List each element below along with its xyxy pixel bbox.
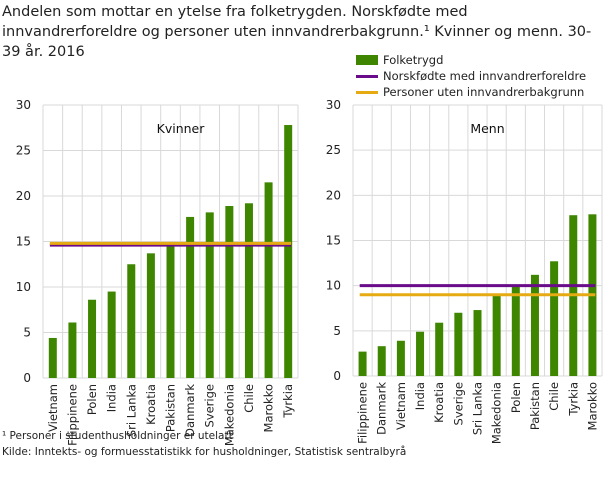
legend: Folketrygd Norskfødte med innvandrerfore…	[356, 52, 586, 100]
x-tick-label: Sri Lanka	[471, 382, 485, 435]
y-tick-label: 15	[16, 235, 31, 249]
legend-item-norskfodte: Norskfødte med innvandrerforeldre	[356, 68, 586, 84]
legend-item-folketrygd: Folketrygd	[356, 52, 586, 68]
y-tick-label: 15	[326, 234, 341, 248]
bar	[416, 331, 425, 376]
bar	[166, 245, 175, 378]
x-tick-label: Filippinene	[356, 382, 370, 444]
x-tick-label: Chile	[547, 382, 561, 411]
x-tick-label: Chile	[242, 384, 256, 413]
y-tick-label: 5	[23, 326, 31, 340]
y-tick-label: 0	[333, 369, 341, 383]
x-tick-label: Marokko	[585, 382, 599, 430]
x-tick-label: India	[413, 382, 427, 410]
y-tick-label: 25	[16, 144, 31, 158]
bar	[146, 253, 155, 378]
panel-title: Kvinner	[157, 121, 206, 136]
legend-label: Norskfødte med innvandrerforeldre	[383, 69, 587, 83]
bar	[492, 294, 501, 376]
chart-title: Andelen som mottar en ytelse fra folketr…	[2, 4, 592, 60]
bar	[396, 340, 405, 376]
x-tick-label: Filippinene	[65, 384, 79, 446]
y-tick-label: 25	[326, 143, 341, 157]
bar	[127, 264, 136, 378]
y-tick-label: 5	[333, 324, 341, 338]
x-tick-label: Makedonia	[222, 384, 236, 446]
y-tick-label: 0	[23, 371, 31, 385]
y-tick-label: 20	[326, 188, 341, 202]
legend-item-uten: Personer uten innvandrerbakgrunn	[356, 84, 586, 100]
y-tick-label: 10	[326, 279, 341, 293]
bar	[454, 312, 463, 376]
x-tick-label: Marokko	[262, 384, 276, 432]
bar	[264, 182, 273, 378]
bar	[107, 291, 116, 378]
x-tick-label: Pakistan	[164, 384, 178, 432]
x-tick-label: Pakistan	[528, 382, 542, 430]
x-tick-label: Polen	[85, 384, 99, 415]
bar	[358, 351, 367, 376]
x-tick-label: Sverige	[451, 382, 465, 425]
x-tick-label: Tyrkia	[281, 384, 295, 419]
x-tick-label: Vietnam	[394, 382, 408, 430]
x-tick-label: Danmark	[375, 382, 389, 435]
x-tick-label: Sverige	[203, 384, 217, 427]
bar	[68, 322, 77, 378]
legend-swatch	[356, 74, 378, 78]
bar	[244, 203, 253, 378]
bar	[225, 206, 234, 378]
panel-title: Menn	[470, 121, 504, 136]
footnote: ¹ Personer i studenthusholdninger er ute…	[2, 430, 233, 442]
legend-swatch	[356, 90, 378, 94]
bar	[473, 310, 482, 376]
legend-label: Folketrygd	[383, 53, 444, 67]
x-tick-label: India	[105, 384, 119, 412]
y-tick-label: 30	[326, 98, 341, 112]
x-tick-label: Makedonia	[490, 382, 504, 444]
y-tick-label: 30	[16, 98, 31, 112]
x-tick-label: Kroatia	[432, 382, 446, 423]
x-tick-label: Kroatia	[144, 384, 158, 425]
bar	[550, 261, 559, 376]
x-tick-label: Danmark	[183, 384, 197, 437]
legend-label: Personer uten innvandrerbakgrunn	[383, 85, 585, 99]
y-tick-label: 20	[16, 189, 31, 203]
bar	[511, 285, 520, 376]
x-tick-label: Polen	[509, 382, 523, 413]
bar	[377, 346, 386, 376]
bar	[186, 216, 195, 378]
bar	[205, 212, 214, 378]
bar	[48, 337, 57, 378]
x-tick-label: Tyrkia	[566, 382, 580, 417]
x-tick-label: Vietnam	[46, 384, 60, 432]
legend-swatch	[356, 55, 378, 65]
bar	[530, 274, 539, 376]
x-tick-label: Sri Lanka	[124, 384, 138, 437]
bar	[88, 299, 97, 378]
y-tick-label: 10	[16, 280, 31, 294]
source: Kilde: Inntekts- og formuesstatistikk fo…	[2, 446, 407, 458]
bar	[284, 125, 293, 379]
bar	[435, 322, 444, 376]
